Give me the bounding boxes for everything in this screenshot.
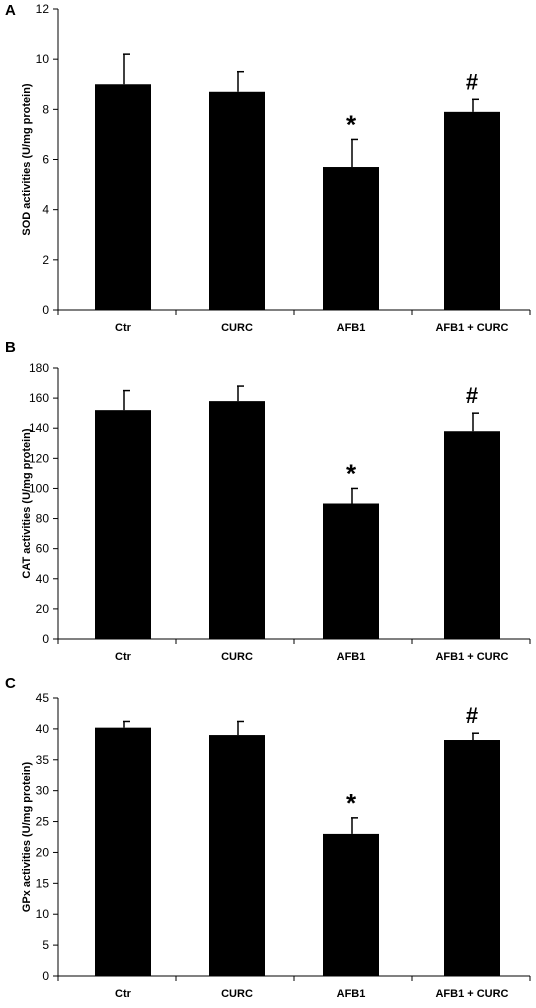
y-tick-label: 45	[36, 691, 50, 705]
y-tick-label: 30	[36, 784, 50, 798]
x-category-label: CURC	[221, 651, 253, 663]
y-tick-label: 35	[36, 753, 50, 767]
significance-star: *	[346, 458, 357, 488]
bar-afb1	[323, 833, 379, 976]
y-tick-label: 5	[42, 938, 49, 952]
x-category-label: Ctr	[115, 651, 132, 663]
bar-ctr	[95, 727, 151, 976]
y-tick-label: 15	[36, 876, 50, 890]
y-axis-label: SOD activities (U/mg protein)	[21, 83, 33, 236]
y-tick-label: 20	[36, 845, 50, 859]
x-category-label: Ctr	[115, 322, 132, 334]
significance-hash: #	[466, 383, 478, 408]
significance-hash: #	[466, 69, 478, 94]
y-tick-label: 20	[36, 602, 50, 616]
y-tick-label: 60	[36, 542, 50, 556]
significance-star: *	[346, 109, 357, 139]
y-tick-label: 0	[42, 969, 49, 983]
panel-b: B 0 20 40 60 80 100 120 140 160 180 CAT activities …	[5, 339, 531, 663]
bar-curc	[209, 91, 265, 311]
bar-afb1	[323, 167, 379, 310]
panel-b-letter: B	[5, 339, 16, 356]
x-category-label: AFB1	[337, 322, 366, 334]
bar-afb1-curc	[444, 431, 500, 639]
y-tick-label: 8	[42, 102, 49, 116]
y-tick-label: 80	[36, 512, 50, 526]
significance-hash: #	[466, 703, 478, 728]
x-category-label: AFB1	[337, 651, 366, 663]
significance-star: *	[346, 788, 357, 818]
bar-curc	[209, 735, 265, 976]
y-tick-label: 2	[42, 253, 49, 267]
x-category-label: AFB1 + CURC	[435, 322, 508, 334]
panel-a: A 0 2 4 6 8 10 12 SOD activities (U/mg protein) C…	[5, 2, 531, 334]
bar-ctr	[95, 410, 151, 639]
bar-curc	[209, 401, 265, 639]
bar-afb1-curc	[444, 740, 500, 976]
bar-afb1-curc	[444, 111, 500, 310]
bar-ctr	[95, 84, 151, 310]
y-tick-label: 160	[29, 391, 49, 405]
y-tick-label: 100	[29, 481, 49, 495]
x-category-label: Ctr	[115, 988, 132, 1000]
y-tick-label: 10	[36, 907, 50, 921]
y-tick-label: 40	[36, 572, 50, 586]
x-category-label: AFB1 + CURC	[435, 988, 508, 1000]
y-tick-label: 180	[29, 361, 49, 375]
y-tick-label: 4	[42, 203, 49, 217]
y-tick-label: 6	[42, 153, 49, 167]
y-tick-label: 140	[29, 421, 49, 435]
y-tick-label: 25	[36, 815, 50, 829]
x-category-label: AFB1 + CURC	[435, 651, 508, 663]
panel-c-letter: C	[5, 675, 16, 692]
bar-afb1	[323, 503, 379, 639]
panel-c: C 0 5 10 15 20 25 30 35 40 45 GPx activities (U/mg …	[5, 675, 531, 1000]
x-category-label: CURC	[221, 988, 253, 1000]
x-category-label: CURC	[221, 322, 253, 334]
y-tick-label: 0	[42, 632, 49, 646]
panel-a-letter: A	[5, 2, 16, 19]
y-tick-label: 12	[36, 2, 50, 16]
y-axis-label: CAT activities (U/mg protein)	[21, 428, 33, 578]
y-tick-label: 10	[36, 52, 50, 66]
y-tick-label: 40	[36, 722, 50, 736]
y-tick-label: 120	[29, 451, 49, 465]
y-axis-label: GPx activities (U/mg protein)	[21, 761, 33, 912]
y-tick-label: 0	[42, 303, 49, 317]
x-category-label: AFB1	[337, 988, 366, 1000]
